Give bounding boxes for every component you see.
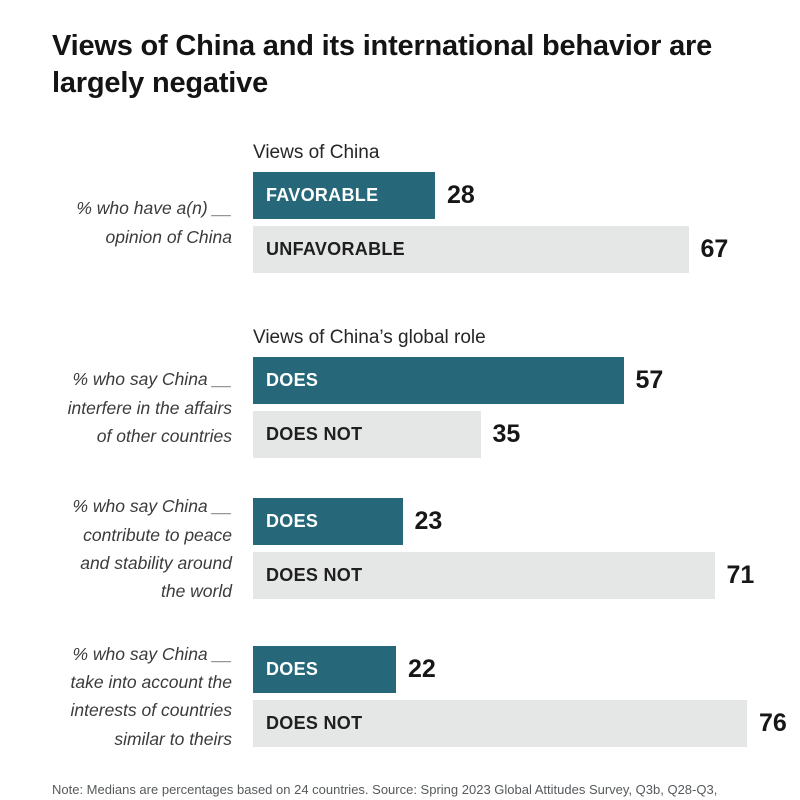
bar-row: DOES NOT 35 [253,411,800,459]
bar-does: DOES [253,645,396,693]
side-label-line: interfere in the affairs [67,397,232,418]
group-body: % who say China __ contribute to peace a… [52,492,800,605]
side-label-line: take into account the [70,671,233,692]
side-label-line: % who say China __ [72,643,232,664]
group-body: % who say China __ interfere in the affa… [52,357,800,459]
side-label-line: of other countries [96,425,232,446]
bar-does: DOES [253,498,403,546]
bar-row: DOES NOT 71 [253,552,800,600]
bar-favorable: FAVORABLE [253,172,435,220]
bar-rows: DOES 57 DOES NOT 35 [253,357,800,459]
bar-group-interfere: Views of China’s global role % who say C… [52,327,800,459]
bar-does-not: DOES NOT [253,552,715,600]
group-header: Views of China’s global role [253,327,486,349]
bar-row: DOES 22 [253,645,800,693]
bar-rows: DOES 22 DOES NOT 76 [253,645,800,747]
bar-does: DOES [253,357,624,405]
side-label-line: similar to theirs [114,728,232,749]
chart-title: Views of China and its international beh… [52,30,713,100]
bar-label: DOES NOT [266,565,363,586]
bar-label: FAVORABLE [266,185,379,206]
bar-row: DOES 23 [253,498,800,546]
bar-row: DOES 57 [253,357,800,405]
footnote-line-1: Note: Medians are percentages based on 2… [52,781,718,797]
side-label: % who say China __ contribute to peace a… [52,492,232,605]
bar-value: 22 [408,654,436,683]
side-label: % who say China __ interfere in the affa… [52,365,232,450]
side-label: % who say China __ take into account the… [52,640,233,753]
side-label-line: the world [160,581,232,602]
side-label-line: % who have a(n) __ [76,198,232,219]
bar-label: DOES [266,511,319,532]
bar-does-not: DOES NOT [253,699,747,747]
bar-value: 57 [635,366,664,395]
bar-row: FAVORABLE 28 [253,172,800,220]
bar-value: 28 [447,181,475,210]
side-label-line: interests of countries [70,700,232,721]
bar-row: UNFAVORABLE 67 [253,226,800,274]
bar-rows: DOES 23 DOES NOT 71 [253,498,800,600]
bar-row: DOES NOT 76 [253,699,800,747]
bar-label: DOES NOT [266,712,363,733]
group-body: % who say China __ take into account the… [52,640,800,753]
bar-value: 71 [726,561,755,590]
bar-rows: FAVORABLE 28 UNFAVORABLE 67 [253,172,800,274]
bar-label: UNFAVORABLE [266,239,405,260]
bar-label: DOES [266,658,319,679]
bar-value: 35 [492,420,521,449]
side-label: % who have a(n) __ opinion of China [52,194,232,251]
bar-value: 76 [759,708,787,737]
side-label-line: opinion of China [105,226,232,247]
bar-value: 23 [414,507,443,536]
bar-label: DOES NOT [266,424,363,445]
side-label-line: and stability around [80,552,232,573]
side-label-line: % who say China __ [72,496,232,517]
side-label-line: % who say China __ [72,369,232,390]
bar-does-not: DOES NOT [253,411,481,459]
bar-group-peace: % who say China __ contribute to peace a… [52,492,800,605]
bar-group-interests: % who say China __ take into account the… [52,640,800,753]
bar-unfavorable: UNFAVORABLE [253,226,689,274]
side-label-line: contribute to peace [83,524,232,545]
footnote: Note: Medians are percentages based on 2… [52,781,772,800]
bar-label: DOES [266,370,319,391]
bar-group-views-of-china: Views of China % who have a(n) __ opinio… [52,142,800,274]
group-body: % who have a(n) __ opinion of China FAVO… [52,172,800,274]
bar-value: 67 [700,235,729,264]
group-header: Views of China [253,142,380,164]
